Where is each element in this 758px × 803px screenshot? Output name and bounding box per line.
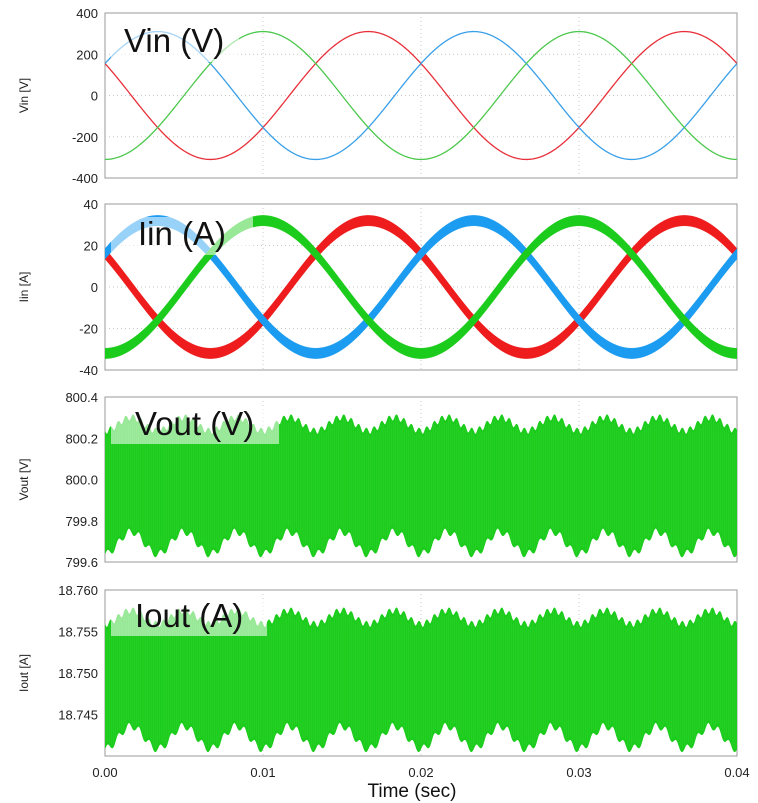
chart-panel: 800.4 800.2 800.0 799.8 799.6 Vout [V] Vout (V… — [17, 390, 738, 570]
y-tick-label: -200 — [72, 130, 98, 145]
y-tick-label: 18.760 — [58, 583, 98, 598]
y-tick-label: 18.745 — [58, 708, 98, 723]
x-tick-label: 0.00 — [92, 765, 117, 780]
y-axis-label: Iout [A] — [17, 654, 31, 692]
title-backdrop — [111, 217, 253, 255]
y-tick-label: -40 — [79, 363, 98, 378]
chart-panel: 18.760 18.755 18.750 18.745 Iout [A] Iout (A) — [17, 583, 738, 757]
panel-title: Vin (V) — [124, 22, 224, 59]
ripple-texture — [105, 418, 737, 554]
y-tick-label: 40 — [84, 197, 98, 212]
title-backdrop — [111, 600, 267, 636]
series-line-2 — [105, 30, 737, 161]
y-tick-label: 18.750 — [58, 666, 98, 681]
y-tick-label: -400 — [72, 171, 98, 186]
title-backdrop — [111, 408, 279, 444]
y-tick-label: 800.2 — [65, 431, 98, 446]
y-tick-label: 18.755 — [58, 625, 98, 640]
panel-title: Iout (A) — [135, 597, 243, 634]
x-tick-label: 0.02 — [408, 765, 433, 780]
y-tick-label: 200 — [76, 47, 98, 62]
x-tick-label: 0.03 — [566, 765, 591, 780]
title-backdrop — [111, 25, 239, 62]
y-tick-label: 20 — [84, 239, 98, 254]
y-tick-label: 800.4 — [65, 390, 98, 405]
y-axis-label: Vin [V] — [17, 78, 31, 113]
y-axis-label: Iin [A] — [17, 272, 31, 303]
series-band-2 — [105, 215, 737, 359]
panel-title: Iin (A) — [138, 215, 226, 252]
x-axis-label: Time (sec) — [367, 781, 456, 802]
chart-panel: 40 20 0 -20 -40 Iin [A] Iin (A) — [17, 197, 738, 378]
y-tick-label: 799.8 — [65, 514, 98, 529]
series-band-1 — [105, 215, 737, 359]
y-axis-label: Vout [V] — [17, 458, 31, 500]
y-tick-label: 799.6 — [65, 555, 98, 570]
y-tick-label: 0 — [91, 280, 98, 295]
ripple-texture — [105, 611, 737, 749]
x-tick-label: 0.04 — [724, 765, 749, 780]
y-tick-label: 0 — [91, 89, 98, 104]
panel-title: Vout (V) — [135, 405, 254, 442]
x-tick-label: 0.01 — [250, 765, 275, 780]
x-axis: 0.00 0.01 0.02 0.03 0.04 Time (sec) — [92, 765, 749, 802]
y-tick-label: 400 — [76, 6, 98, 21]
y-tick-label: 800.0 — [65, 473, 98, 488]
chart-panel: 400 200 0 -200 -400 Vin [V] Vin (V) — [17, 6, 738, 186]
y-tick-label: -20 — [79, 322, 98, 337]
